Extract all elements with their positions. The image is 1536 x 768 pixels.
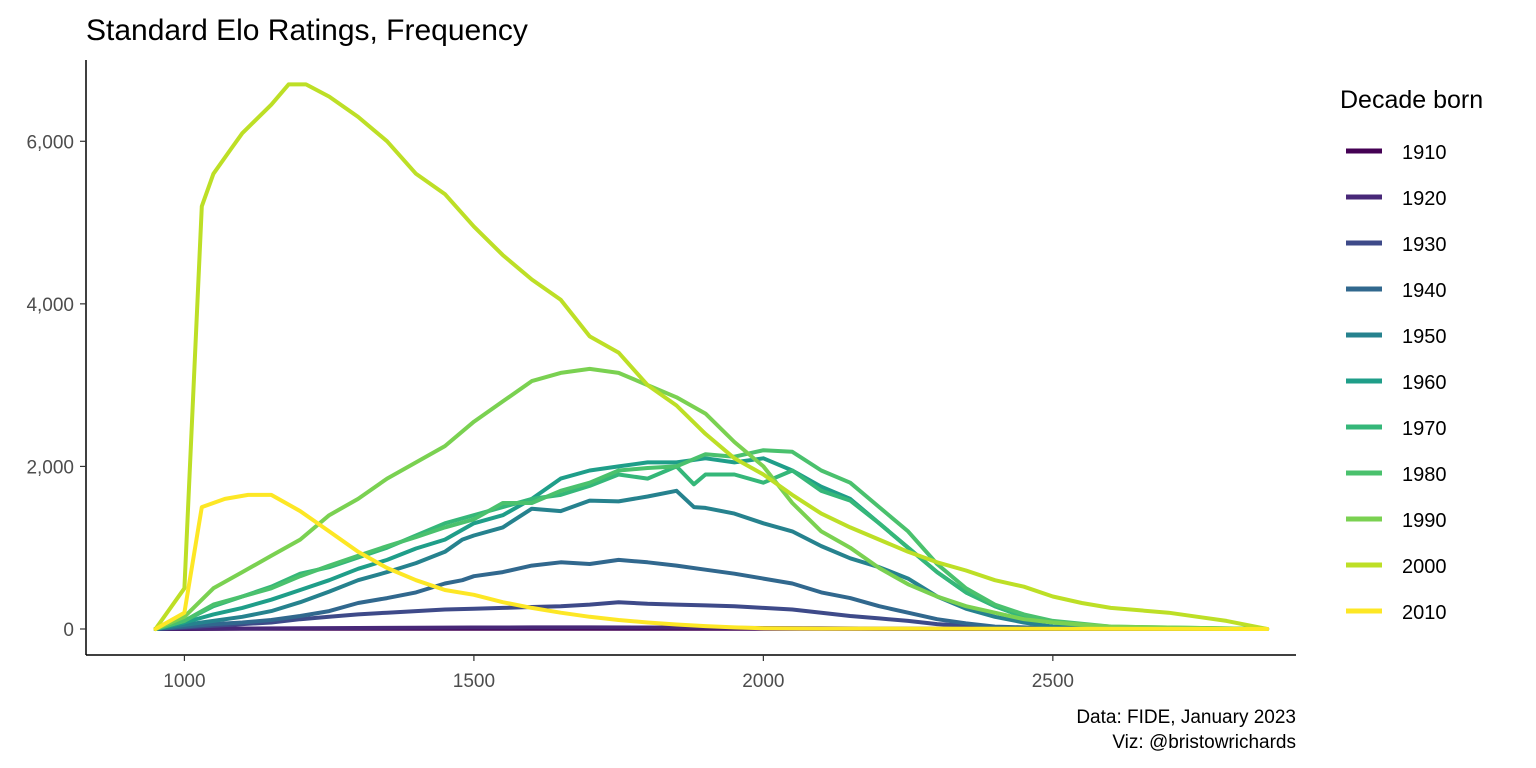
axes: [85, 60, 1296, 656]
x-tick-label: 1000: [163, 671, 205, 692]
y-tick-label: 0: [63, 620, 74, 641]
legend-label-1920: 1920: [1402, 188, 1447, 210]
legend-label-2000: 2000: [1402, 556, 1447, 578]
series-line-1950: [153, 488, 1270, 631]
legend-label-1930: 1930: [1402, 234, 1447, 256]
series-line-1930: [153, 600, 1270, 631]
series-line-1940: [153, 557, 1270, 631]
caption: Data: FIDE, January 2023 Viz: @bristowri…: [1076, 707, 1296, 753]
y-tick-label: 2,000: [26, 457, 74, 478]
legend-label-1910: 1910: [1402, 142, 1447, 164]
series-line-2010: [153, 492, 1270, 631]
caption-source: Data: FIDE, January 2023: [1076, 707, 1296, 728]
series-line-2000: [153, 82, 1270, 631]
y-tick-label: 6,000: [26, 132, 74, 153]
legend-label-1940: 1940: [1402, 280, 1447, 302]
caption-credit: Viz: @bristowrichards: [1112, 732, 1296, 753]
x-tick-label: 1500: [453, 671, 495, 692]
x-tick-label: 2000: [742, 671, 784, 692]
legend-label-1980: 1980: [1402, 464, 1447, 486]
legend-label-1950: 1950: [1402, 326, 1447, 348]
series-line-1980: [153, 448, 1270, 631]
legend-label-1990: 1990: [1402, 510, 1447, 532]
legend-label-1970: 1970: [1402, 418, 1447, 440]
y-tick-label: 4,000: [26, 295, 74, 316]
series-lines: [153, 82, 1270, 631]
legend-label-1960: 1960: [1402, 372, 1447, 394]
legend: Decade born 1910 1920 1930 1940 1950 1960 1970…: [1340, 86, 1483, 624]
x-tick-label: 2500: [1032, 671, 1074, 692]
ticks: 1000 1500 2000 2500 0 2,000 4,000 6,000: [26, 132, 1074, 692]
chart-title: Standard Elo Ratings, Frequency: [86, 14, 528, 47]
series-line-1960: [153, 456, 1270, 631]
legend-title: Decade born: [1340, 86, 1483, 114]
series-line-1990: [153, 366, 1270, 631]
legend-label-2010: 2010: [1402, 602, 1447, 624]
